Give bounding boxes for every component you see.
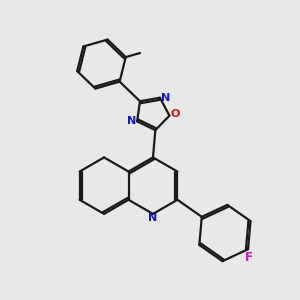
- Text: F: F: [244, 251, 253, 264]
- Text: N: N: [161, 93, 170, 103]
- Text: O: O: [171, 109, 180, 119]
- Text: N: N: [148, 213, 158, 224]
- Text: N: N: [127, 116, 136, 126]
